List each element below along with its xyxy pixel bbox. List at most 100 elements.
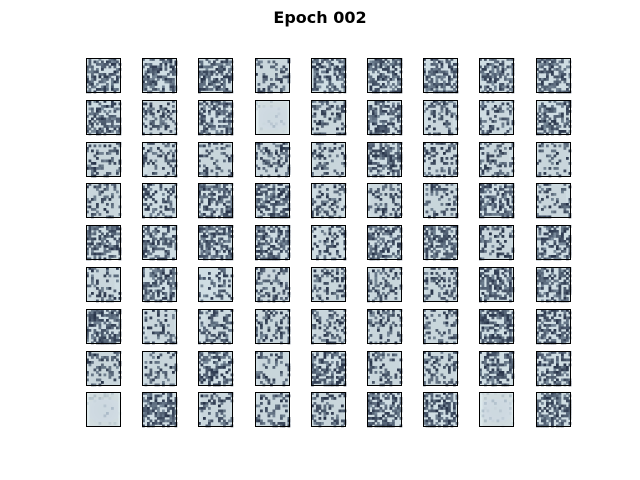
- cell-frame: [311, 309, 346, 344]
- cell-frame: [311, 100, 346, 135]
- grid-cell: [142, 267, 178, 303]
- digit-stroke: [317, 314, 341, 340]
- cell-frame: [536, 100, 571, 135]
- cell-frame: [311, 58, 346, 93]
- digit-stroke: [149, 187, 171, 215]
- digit-stroke: [150, 147, 170, 173]
- grid-cell: [367, 142, 403, 178]
- grid-cell: [536, 309, 572, 345]
- cell-frame: [423, 309, 458, 344]
- cell-frame: [311, 392, 346, 427]
- digit-stroke: [431, 147, 453, 172]
- grid-cell: [198, 100, 234, 136]
- digit-stroke: [542, 147, 566, 173]
- cell-frame: [536, 183, 571, 218]
- grid-cell: [86, 267, 122, 303]
- cell-frame: [479, 142, 514, 177]
- grid-cell: [86, 351, 122, 387]
- cell-frame: [86, 309, 121, 344]
- grid-cell: [479, 225, 515, 261]
- grid-cell: [86, 100, 122, 136]
- digit-stroke: [431, 105, 451, 131]
- grid-cell: [536, 392, 572, 428]
- cell-frame: [86, 100, 121, 135]
- cell-frame: [142, 309, 177, 344]
- cell-frame: [423, 142, 458, 177]
- cell-frame: [479, 225, 514, 260]
- grid-cell: [142, 225, 178, 261]
- grid-cell: [536, 225, 572, 261]
- digit-stroke: [373, 314, 397, 340]
- grid-cell: [86, 58, 122, 94]
- cell-frame: [479, 392, 514, 427]
- grid-cell: [536, 100, 572, 136]
- cell-frame: [86, 351, 121, 386]
- cell-frame: [86, 183, 121, 218]
- cell-frame: [367, 58, 402, 93]
- cell-frame: [536, 58, 571, 93]
- grid-cell: [479, 58, 515, 94]
- cell-frame: [479, 267, 514, 302]
- digit-stroke: [544, 188, 564, 214]
- grid-cell: [479, 392, 515, 428]
- cell-frame: [423, 183, 458, 218]
- cell-frame: [423, 58, 458, 93]
- grid-cell: [311, 58, 347, 94]
- digit-stroke: [92, 147, 116, 173]
- cell-frame: [86, 58, 121, 93]
- grid-cell: [255, 309, 291, 345]
- grid-cell: [142, 142, 178, 178]
- grid-cell: [198, 142, 234, 178]
- grid-cell: [311, 100, 347, 136]
- cell-frame: [311, 142, 346, 177]
- digit-stroke: [207, 314, 225, 340]
- digit-stroke: [485, 396, 509, 424]
- grid-cell: [423, 100, 459, 136]
- grid-cell: [423, 225, 459, 261]
- cell-frame: [479, 309, 514, 344]
- cell-frame: [536, 267, 571, 302]
- cell-frame: [255, 309, 290, 344]
- grid-cell: [255, 351, 291, 387]
- cell-frame: [142, 58, 177, 93]
- grid-cell: [142, 309, 178, 345]
- cell-frame: [198, 142, 233, 177]
- grid-cell: [86, 142, 122, 178]
- cell-frame: [367, 100, 402, 135]
- digit-stroke: [204, 147, 228, 173]
- cell-frame: [86, 225, 121, 260]
- grid-cell: [255, 225, 291, 261]
- grid-cell: [367, 183, 403, 219]
- cell-frame: [86, 267, 121, 302]
- cell-frame: [367, 392, 402, 427]
- digit-stroke: [148, 356, 172, 382]
- grid-cell: [536, 351, 572, 387]
- digit-stroke: [373, 356, 397, 382]
- grid-cell: [86, 392, 122, 427]
- grid-cell: [142, 351, 178, 387]
- grid-cell: [479, 100, 515, 136]
- cell-frame: [536, 225, 571, 260]
- cell-frame: [255, 267, 290, 302]
- digit-stroke: [317, 397, 341, 423]
- cell-frame: [479, 58, 514, 93]
- digit-stroke: [373, 272, 397, 298]
- grid-cell: [142, 58, 178, 94]
- grid-cell: [367, 267, 403, 303]
- cell-frame: [198, 100, 233, 135]
- cell-frame: [255, 225, 290, 260]
- grid-cell: [198, 309, 234, 345]
- cell-frame: [142, 183, 177, 218]
- grid-cell: [423, 392, 459, 428]
- digit-stroke: [488, 105, 506, 131]
- cell-frame: [479, 183, 514, 218]
- digit-stroke: [95, 272, 113, 298]
- cell-frame: [423, 225, 458, 260]
- grid-cell: [367, 392, 403, 428]
- grid-cell: [423, 267, 459, 303]
- cell-frame: [255, 100, 290, 135]
- digit-stroke: [150, 314, 172, 339]
- grid-cell: [86, 225, 122, 261]
- cell-frame: [367, 267, 402, 302]
